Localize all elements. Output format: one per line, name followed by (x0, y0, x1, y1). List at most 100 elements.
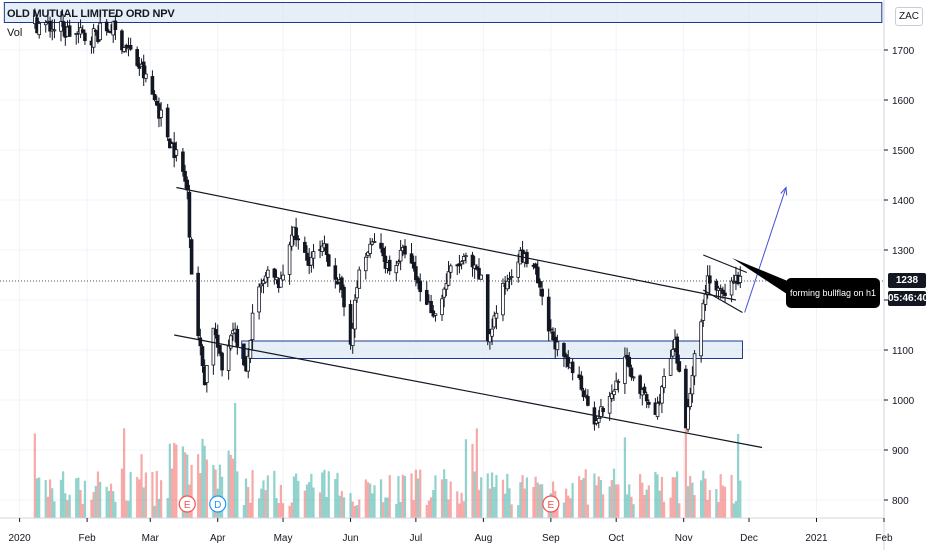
candle-down (457, 263, 462, 267)
annotation-callout[interactable]: forming bullflag on h1 (786, 278, 880, 308)
candle-down (579, 375, 584, 390)
candle-up (701, 302, 706, 321)
candle-up (461, 256, 466, 262)
volume-bar (739, 480, 742, 518)
candle-down (379, 242, 383, 249)
volume-bar (486, 473, 489, 518)
volume-bar (632, 504, 635, 518)
volume-bar (325, 496, 328, 518)
volume-bar (273, 470, 276, 518)
candle-up (555, 341, 560, 351)
x-tick-label: 2020 (8, 533, 31, 544)
candle-up (501, 282, 505, 316)
volume-bar (77, 477, 80, 518)
volume-bar (275, 498, 278, 518)
candle-up (266, 269, 270, 278)
volume-bar (541, 484, 544, 518)
volume-bar (562, 502, 566, 518)
y-tick-label: 1700 (892, 46, 915, 57)
volume-bar (693, 495, 696, 518)
currency-badge[interactable]: ZAC (895, 7, 923, 26)
candle-up (505, 280, 510, 290)
candle-down (581, 390, 586, 398)
candle-down (470, 254, 475, 268)
volume-bar (608, 486, 611, 518)
volume-bar (227, 450, 230, 518)
volume-bar (737, 433, 740, 518)
candle-up (257, 286, 261, 313)
candle-up (660, 386, 664, 404)
candle-down (342, 286, 346, 308)
volume-bar (68, 494, 71, 518)
projection-arrow-line (744, 187, 787, 313)
volume-bar (125, 500, 128, 518)
candle-down (411, 261, 416, 269)
symbol-title: OLD MUTUAL LIMITED ORD NPV (7, 8, 175, 20)
volume-bar (258, 498, 261, 518)
y-tick-label: 900 (892, 446, 909, 457)
volume-bar (434, 475, 437, 518)
candle-up (274, 277, 279, 281)
volume-bar (523, 488, 526, 518)
candle-up (98, 22, 102, 41)
trendline (703, 254, 748, 274)
volume-bar (251, 470, 254, 518)
candle-down (477, 267, 481, 280)
x-tick-label: Mar (142, 533, 160, 544)
candles-layer[interactable] (33, 8, 743, 433)
volume-bar (660, 476, 664, 518)
x-tick-label: Jun (342, 533, 358, 544)
candle-up (479, 274, 483, 280)
candle-up (52, 29, 57, 32)
volume-bar (199, 473, 202, 518)
candle-up (174, 149, 179, 156)
volume-bar (645, 489, 648, 518)
candle-down (61, 20, 65, 27)
candle-up (37, 23, 41, 36)
candle-down (723, 292, 727, 296)
volume-bar (414, 469, 417, 518)
volume-bar (183, 452, 187, 518)
volume-bar (138, 479, 141, 518)
candle-down (675, 336, 679, 364)
volume-bar (142, 487, 145, 518)
candle-up (122, 47, 126, 52)
volume-bar (75, 478, 78, 518)
candle-down (152, 93, 157, 101)
x-tick-label: 2021 (805, 533, 828, 544)
volume-bar (521, 475, 524, 518)
candle-down (627, 356, 632, 368)
candle-down (141, 61, 146, 79)
volume-bar (388, 475, 391, 518)
candle-down (647, 401, 651, 405)
event-marker-label: E (548, 500, 555, 511)
volume-bar (625, 494, 629, 518)
volume-bar (676, 471, 679, 518)
candle-down (414, 266, 418, 281)
volume-bar (81, 503, 84, 518)
volume-bar (249, 502, 252, 518)
volume-bar (247, 487, 250, 518)
axes-layer: 8009001000110012001300140015001600170020… (0, 0, 915, 550)
zones-layer (3, 2, 883, 359)
volume-bar (83, 480, 87, 518)
volume-label: Vol (7, 27, 23, 39)
volume-bar (308, 481, 311, 518)
y-tick-label: 1000 (892, 396, 915, 407)
candle-up (350, 327, 355, 347)
candle-up (398, 249, 403, 262)
volume-bar (578, 476, 581, 518)
volume-bar (153, 505, 156, 518)
volume-bar (517, 505, 520, 518)
candle-down (67, 25, 72, 37)
volume-bar (432, 490, 435, 518)
volume-bar (717, 502, 720, 518)
volume-bar (715, 488, 718, 518)
volume-bar (610, 480, 613, 518)
volume-bar (303, 490, 306, 518)
volume-bar (262, 480, 265, 518)
candle-down (677, 361, 682, 372)
